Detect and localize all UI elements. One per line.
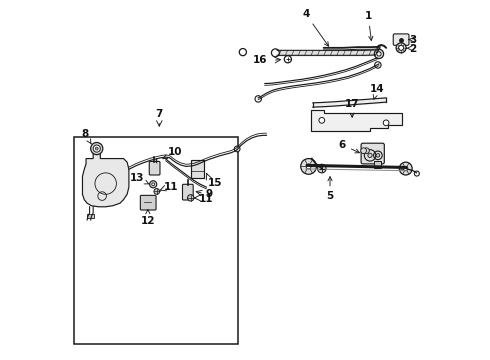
FancyBboxPatch shape [361,143,384,164]
Text: 12: 12 [141,210,155,226]
Circle shape [383,120,389,126]
Polygon shape [311,111,402,131]
Text: 4: 4 [302,9,329,46]
Circle shape [234,146,240,152]
Circle shape [361,148,367,154]
Circle shape [152,183,155,186]
FancyBboxPatch shape [393,34,409,45]
Circle shape [188,195,194,201]
Text: 15: 15 [207,178,222,188]
Polygon shape [82,152,129,207]
Text: 6: 6 [339,140,360,153]
Text: 1: 1 [365,11,373,41]
Text: 11: 11 [164,182,178,192]
Circle shape [319,117,325,123]
Text: 17: 17 [345,99,360,117]
Circle shape [415,171,419,176]
Text: 7: 7 [156,109,163,118]
Circle shape [96,147,98,150]
Circle shape [93,145,100,152]
Circle shape [374,49,384,59]
Text: 11: 11 [199,194,214,203]
FancyBboxPatch shape [149,161,160,175]
Bar [74,137,238,344]
Text: 8: 8 [81,129,91,144]
Circle shape [154,189,160,194]
Text: 2: 2 [409,44,416,54]
Circle shape [318,164,326,173]
Circle shape [376,154,380,157]
Circle shape [239,49,246,56]
Circle shape [91,143,103,155]
Text: 3: 3 [409,35,416,45]
Bar [87,214,94,217]
Circle shape [368,153,372,157]
Bar [373,161,381,168]
Circle shape [284,56,292,63]
Text: 14: 14 [370,84,385,99]
Circle shape [375,62,381,68]
Circle shape [398,45,404,50]
Circle shape [404,166,408,171]
Circle shape [149,181,157,188]
Text: 10: 10 [163,147,183,159]
Text: 16: 16 [253,55,267,65]
Text: 5: 5 [326,177,334,202]
Circle shape [301,158,317,174]
Circle shape [306,164,311,169]
Circle shape [396,43,406,53]
Circle shape [377,52,381,56]
Text: 13: 13 [130,173,149,184]
Circle shape [255,96,262,102]
Circle shape [364,148,369,154]
FancyBboxPatch shape [182,184,193,200]
Circle shape [271,49,279,57]
Bar [191,159,204,178]
FancyBboxPatch shape [140,195,156,210]
Text: 9: 9 [206,189,213,199]
Circle shape [399,162,412,175]
